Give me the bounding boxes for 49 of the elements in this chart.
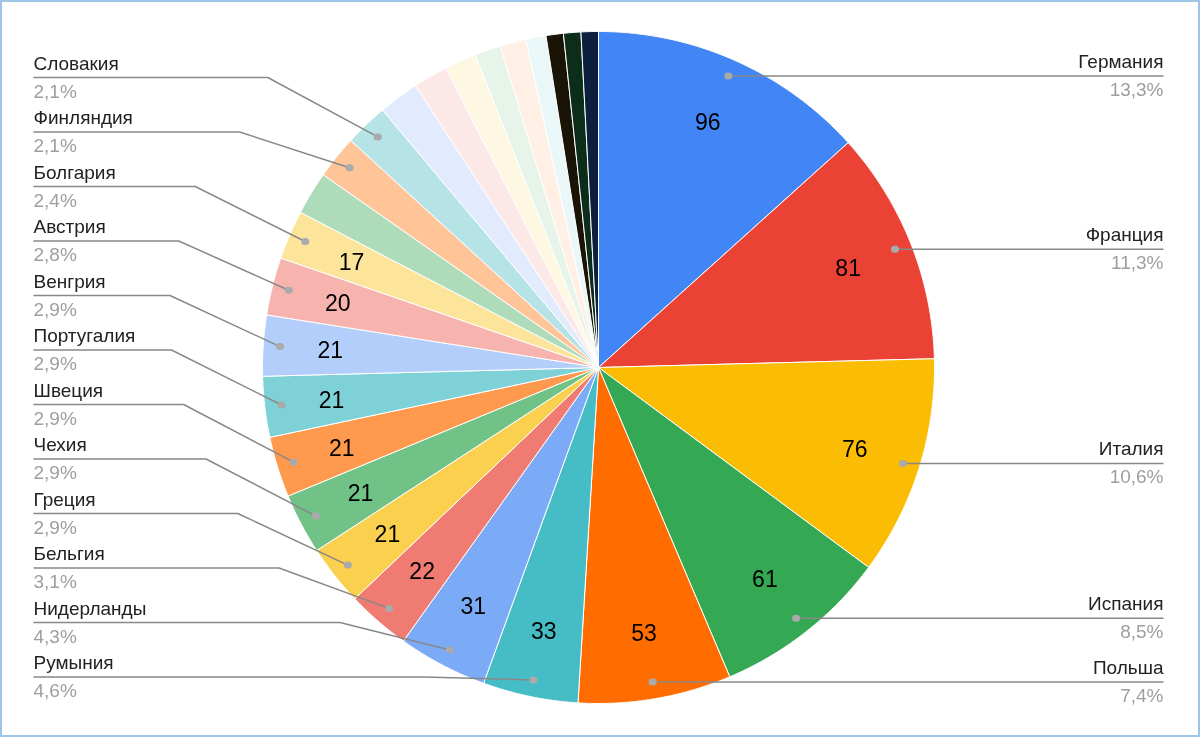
text: 2,9% (33, 407, 77, 429)
data-label: 21 (318, 386, 345, 413)
text: 2,9% (33, 462, 77, 483)
text: 8,5% (1120, 621, 1164, 643)
text: 4,3% (33, 625, 77, 647)
data-label: 21 (374, 521, 401, 548)
text: 7,4% (1120, 685, 1164, 707)
data-label: 31 (460, 592, 487, 619)
text: 2,9% (33, 353, 77, 374)
slice-label: Венгрия (33, 270, 106, 292)
text: 2,8% (33, 244, 77, 265)
text: 4,6% (33, 680, 77, 701)
data-label: 61 (752, 566, 778, 593)
slice-label: Словакия (33, 52, 119, 74)
text: 2,4% (33, 189, 77, 211)
data-label: 76 (842, 435, 868, 462)
slice-label: Греция (33, 488, 96, 510)
data-label: 17 (338, 248, 365, 275)
slice-label: Финляндия (33, 107, 133, 128)
data-label: 21 (329, 434, 355, 461)
data-label: 53 (631, 619, 657, 646)
slice-label: Германия (1078, 50, 1164, 72)
text: 11,3% (1111, 252, 1164, 274)
slice-label: Италия (1098, 438, 1164, 460)
data-label: 21 (347, 480, 374, 507)
slice-label: Португалия (33, 325, 136, 346)
slice-label: Чехия (33, 434, 87, 455)
slice-label: Испания (1088, 593, 1164, 615)
text: 2,9% (33, 516, 77, 538)
text: 3,1% (33, 571, 77, 592)
slice-label: Бельгия (33, 543, 105, 564)
text: 2,1% (33, 135, 77, 156)
slice-label: Болгария (33, 161, 116, 183)
slice-label: Австрия (33, 216, 106, 237)
slice-label: Швеция (33, 379, 104, 401)
slice-label: Румыния (33, 652, 114, 673)
data-label: 33 (530, 618, 557, 645)
text: 2,9% (33, 298, 77, 320)
data-label: 21 (317, 337, 344, 364)
slice-label: Франция (1085, 224, 1164, 246)
data-label: 20 (324, 289, 351, 316)
slice-label: Нидерланды (33, 597, 147, 619)
text: 10,6% (1109, 466, 1164, 488)
data-label: 81 (835, 255, 861, 282)
data-label: 96 (695, 109, 721, 136)
text: 13,3% (1109, 78, 1164, 100)
slice-label: Польша (1092, 657, 1164, 679)
data-label: 22 (409, 557, 435, 584)
text: 2,1% (33, 80, 77, 102)
